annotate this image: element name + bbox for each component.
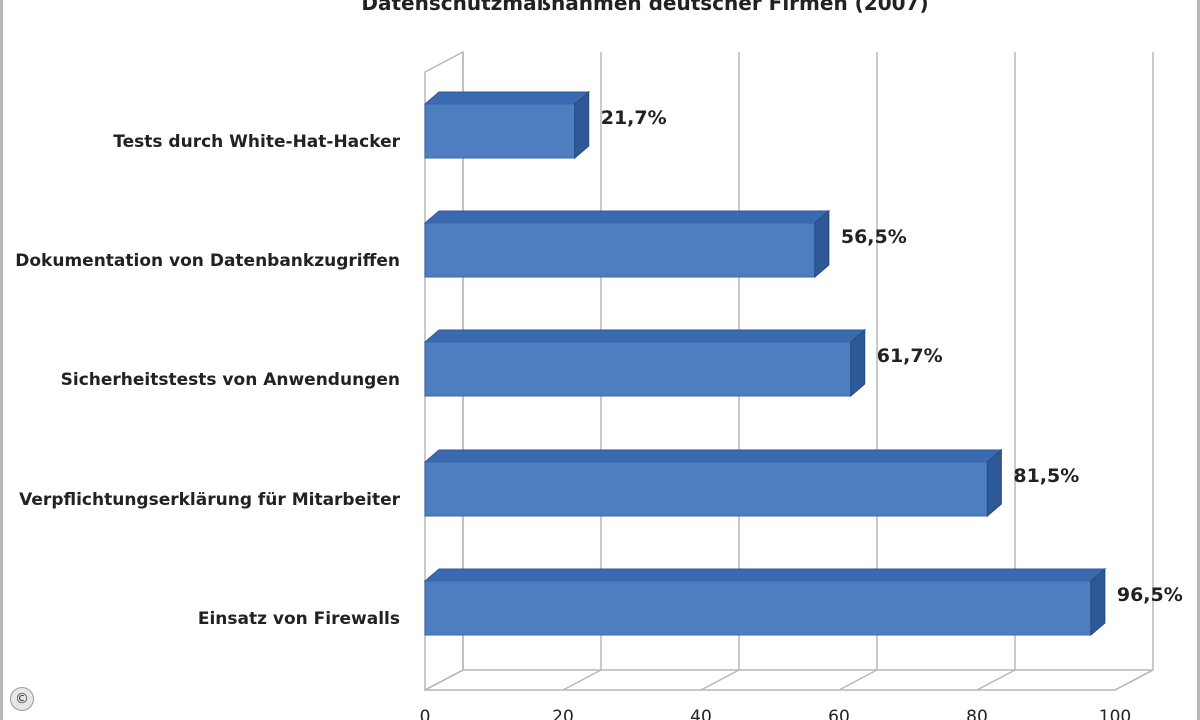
bar-top — [423, 449, 1003, 463]
data-label: 96,5% — [1117, 584, 1183, 606]
x-tick-label: 40 — [690, 707, 712, 720]
bar-side — [574, 90, 590, 160]
x-tick-label: 0 — [420, 707, 431, 720]
bar — [424, 461, 988, 517]
bar-top — [423, 210, 831, 224]
floor-gridline — [700, 669, 740, 691]
chart-title: Datenschutzmaßnahmen deutscher Firmen (2… — [361, 0, 928, 15]
data-label: 21,7% — [601, 107, 667, 129]
floor-gridline — [1114, 669, 1154, 691]
data-label: 81,5% — [1013, 465, 1079, 487]
floor-gridline — [838, 669, 878, 691]
x-tick-label: 20 — [552, 707, 574, 720]
bar-side — [1090, 567, 1106, 637]
x-tick-label: 60 — [828, 707, 850, 720]
bar-side — [986, 448, 1002, 518]
category-label: Einsatz von Firewalls — [198, 609, 400, 629]
floor — [424, 669, 1154, 691]
bar-layer — [423, 90, 1107, 637]
copyright-icon: © — [10, 687, 34, 711]
category-label: Verpflichtungserklärung für Mitarbeiter — [19, 490, 400, 510]
bar — [424, 222, 816, 278]
floor-gridline — [976, 669, 1016, 691]
bar-top — [423, 91, 591, 105]
data-label: 56,5% — [841, 226, 907, 248]
floor-gridline — [424, 669, 464, 691]
bar-top — [423, 568, 1107, 582]
x-tick-label: 100 — [1099, 707, 1131, 720]
x-tick-label: 80 — [966, 707, 988, 720]
bar — [424, 341, 852, 397]
bar — [424, 103, 576, 159]
bar-side — [850, 328, 866, 398]
data-label: 61,7% — [877, 345, 943, 367]
bar — [424, 580, 1092, 636]
bar-side — [814, 209, 830, 279]
category-label: Sicherheitstests von Anwendungen — [61, 370, 400, 390]
label-layer: 0 20 40 60 80 100 21,7% Tests durch White-Hat-H… — [15, 107, 1183, 720]
bar-top — [423, 329, 867, 343]
category-label: Dokumentation von Datenbankzugriffen — [15, 251, 400, 271]
floor-gridline — [562, 669, 602, 691]
category-label: Tests durch White-Hat-Hacker — [113, 132, 400, 152]
